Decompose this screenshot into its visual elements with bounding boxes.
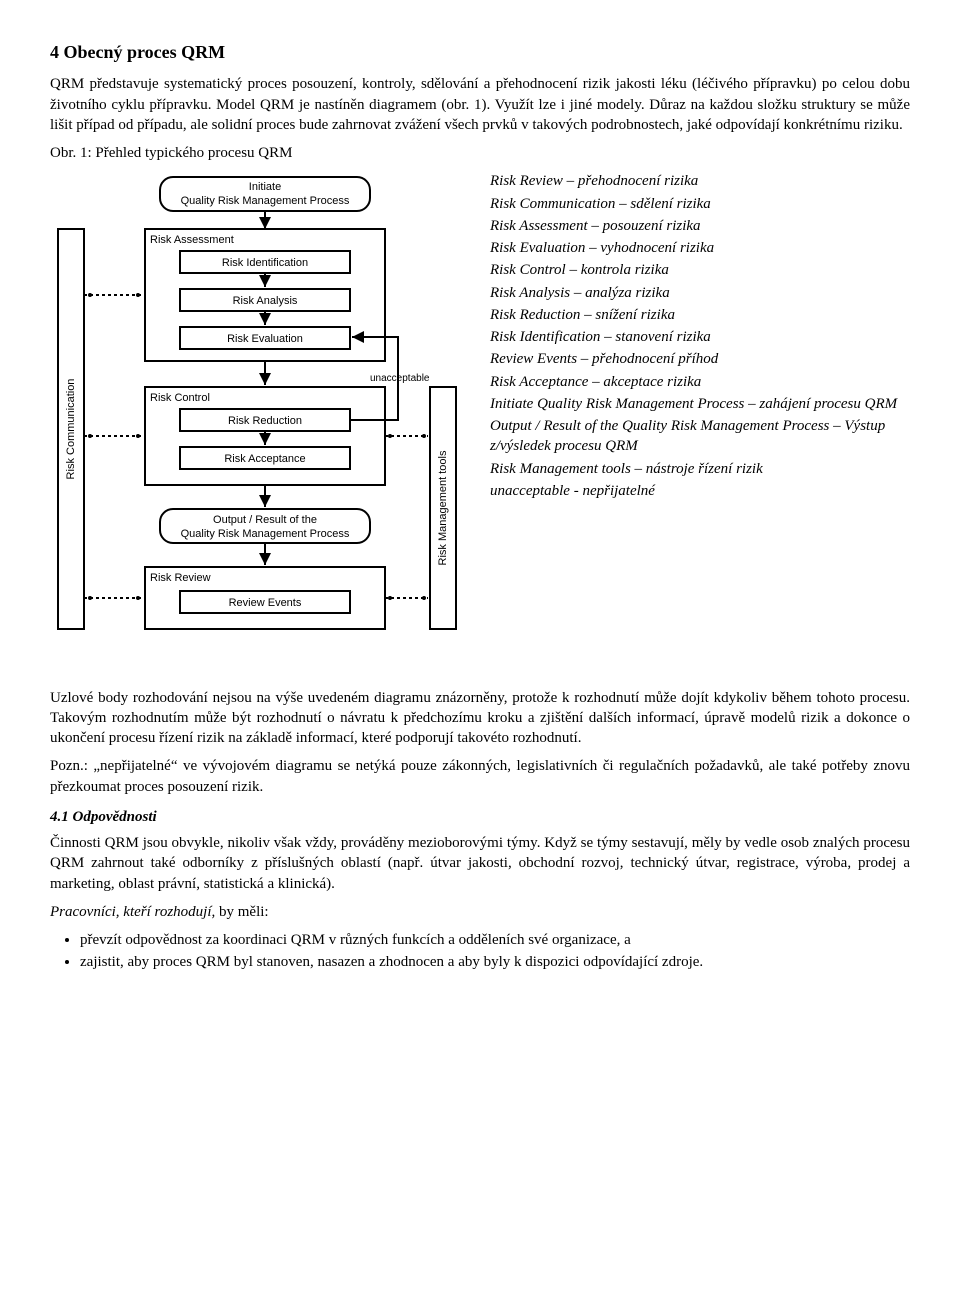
svg-text:Risk Analysis: Risk Analysis (233, 295, 298, 307)
paragraph-5: Pracovníci, kteří rozhodují, by měli: (50, 902, 910, 922)
paragraph-4: Činnosti QRM jsou obvykle, nikoliv však … (50, 833, 910, 894)
legend-item: Risk Analysis – analýza rizika (490, 283, 910, 303)
bullet-list: převzít odpovědnost za koordinaci QRM v … (80, 930, 910, 973)
bullet-item: převzít odpovědnost za koordinaci QRM v … (80, 930, 910, 950)
bullet-item: zajistit, aby proces QRM byl stanoven, n… (80, 952, 910, 972)
svg-text:unacceptable: unacceptable (370, 373, 430, 384)
svg-text:Initiate: Initiate (249, 181, 281, 193)
legend-item: Risk Identification – stanovení rizika (490, 327, 910, 347)
svg-text:Quality Risk Management Proces: Quality Risk Management Process (181, 528, 350, 540)
svg-text:Risk Management tools: Risk Management tools (437, 450, 449, 565)
para5-rest: by měli: (215, 904, 268, 920)
svg-text:Risk Control: Risk Control (150, 392, 210, 404)
svg-text:Risk Reduction: Risk Reduction (228, 415, 302, 427)
legend-item: Risk Reduction – snížení rizika (490, 305, 910, 325)
flowchart-diagram: Initiate Quality Risk Management Process… (50, 171, 470, 677)
legend-item: Risk Control – kontrola rizika (490, 260, 910, 280)
legend-item: Risk Management tools – nástroje řízení … (490, 459, 910, 479)
svg-text:Review Events: Review Events (229, 597, 302, 609)
svg-text:Risk Acceptance: Risk Acceptance (224, 453, 305, 465)
para5-intro: Pracovníci, kteří rozhodují, (50, 904, 215, 920)
legend-item: Review Events – přehodnocení příhod (490, 349, 910, 369)
paragraph-3: Pozn.: „nepřijatelné“ ve vývojovém diagr… (50, 756, 910, 797)
svg-text:Risk Review: Risk Review (150, 572, 211, 584)
svg-text:Risk Communication: Risk Communication (65, 379, 77, 480)
svg-text:Risk Assessment: Risk Assessment (150, 234, 234, 246)
svg-text:Output / Result of the: Output / Result of the (213, 514, 317, 526)
paragraph-1: QRM představuje systematický proces poso… (50, 74, 910, 135)
legend-item: Risk Assessment – posouzení rizika (490, 216, 910, 236)
legend-item: Risk Acceptance – akceptace rizika (490, 372, 910, 392)
section-heading: 4 Obecný proces QRM (50, 40, 910, 64)
legend-item: Initiate Quality Risk Management Process… (490, 394, 910, 414)
subheading-4-1: 4.1 Odpovědnosti (50, 807, 910, 827)
svg-text:Quality Risk Management Proces: Quality Risk Management Process (181, 195, 350, 207)
paragraph-2: Uzlové body rozhodování nejsou na výše u… (50, 688, 910, 749)
svg-text:Risk Evaluation: Risk Evaluation (227, 333, 303, 345)
legend-item: Risk Communication – sdělení rizika (490, 194, 910, 214)
legend-item: Risk Review – přehodnocení rizika (490, 171, 910, 191)
diagram-legend: Risk Review – přehodnocení rizika Risk Co… (490, 171, 910, 677)
figure-caption: Obr. 1: Přehled typického procesu QRM (50, 143, 910, 163)
svg-text:Risk Identification: Risk Identification (222, 257, 308, 269)
legend-item: Risk Evaluation – vyhodnocení rizika (490, 238, 910, 258)
legend-item: Output / Result of the Quality Risk Mana… (490, 416, 910, 457)
legend-item: unacceptable - nepřijatelné (490, 481, 910, 501)
